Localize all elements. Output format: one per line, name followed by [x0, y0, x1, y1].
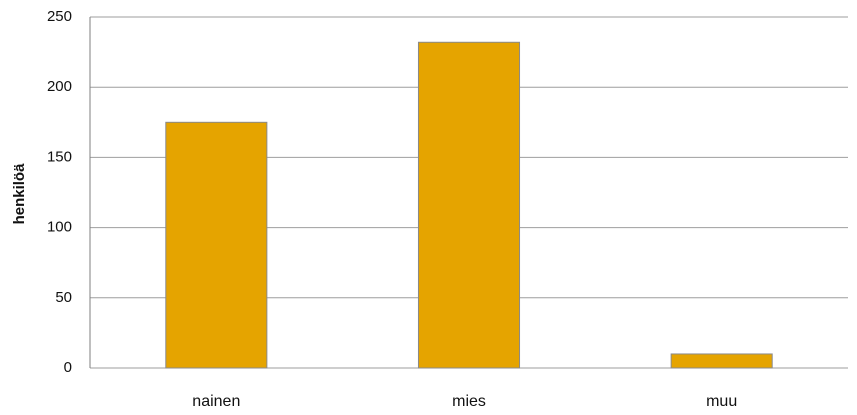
x-category-label-mies: mies: [452, 393, 486, 410]
y-tick-label: 100: [47, 219, 72, 236]
bar-mies: [417, 41, 521, 369]
bar-nainen: [165, 121, 268, 369]
bars: [165, 41, 773, 369]
x-category-label-muu: muu: [706, 393, 737, 410]
y-axis-title: henkilöä: [11, 163, 28, 225]
y-tick-label: 0: [64, 359, 72, 376]
y-tick-label: 50: [55, 289, 72, 306]
y-tick-label: 200: [47, 78, 72, 95]
x-category-labels: nainen mies muu: [192, 393, 737, 410]
y-tick-labels: 0 50 100 150 200 250: [47, 8, 72, 376]
x-category-label-nainen: nainen: [192, 393, 240, 410]
y-tick-label: 250: [47, 8, 72, 25]
bar-muu: [670, 353, 773, 369]
y-tick-label: 150: [47, 148, 72, 165]
